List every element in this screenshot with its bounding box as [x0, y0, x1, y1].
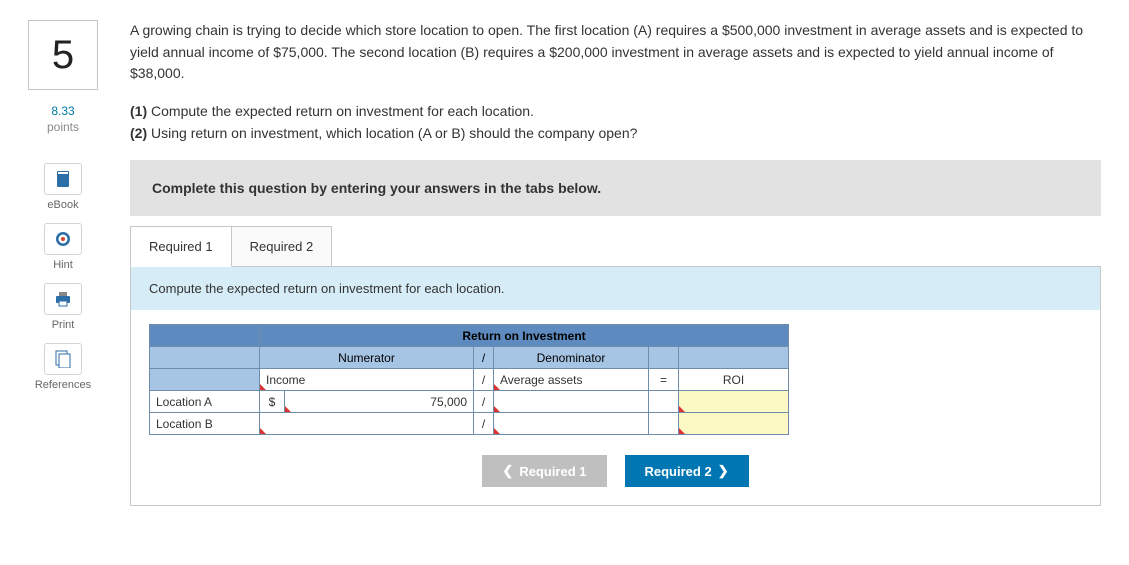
question-parts: (1) Compute the expected return on inves…	[130, 101, 1101, 144]
prev-label: Required 1	[519, 464, 586, 479]
nav-row: ❮ Required 1 Required 2 ❯	[131, 455, 1100, 487]
tab-required-2[interactable]: Required 2	[231, 226, 333, 267]
cell-value-a[interactable]: 75,000	[285, 391, 474, 413]
references-button[interactable]: References	[33, 343, 93, 391]
references-label: References	[33, 379, 93, 391]
next-label: Required 2	[645, 464, 712, 479]
row-loc-a: Location A	[150, 391, 260, 413]
header-title: Return on Investment	[260, 325, 789, 347]
cell-denom-b[interactable]	[494, 413, 649, 435]
hint-label: Hint	[33, 259, 93, 271]
header-slash: /	[474, 347, 494, 369]
print-button[interactable]: Print	[33, 283, 93, 331]
cell-avg-assets[interactable]: Average assets	[494, 369, 649, 391]
part2-text: Using return on investment, which locati…	[147, 125, 637, 141]
header-corner	[150, 325, 260, 347]
cell-roi-a[interactable]	[679, 391, 789, 413]
row-loc-b: Location B	[150, 413, 260, 435]
points-value: 8.33	[18, 104, 108, 120]
cell-slash-1: /	[474, 369, 494, 391]
hint-icon	[44, 223, 82, 255]
print-label: Print	[33, 319, 93, 331]
hint-button[interactable]: Hint	[33, 223, 93, 271]
cell-eq-a	[649, 391, 679, 413]
main-content: A growing chain is trying to decide whic…	[108, 20, 1111, 506]
cell-value-b[interactable]	[260, 413, 474, 435]
ebook-button[interactable]: eBook	[33, 163, 93, 211]
sub-roi-blank	[679, 347, 789, 369]
part1-label: (1)	[130, 103, 147, 119]
part1-text: Compute the expected return on investmen…	[147, 103, 534, 119]
tabs: Required 1 Required 2	[130, 226, 1101, 267]
sub-eq-blank	[649, 347, 679, 369]
ebook-label: eBook	[33, 199, 93, 211]
part2-label: (2)	[130, 125, 147, 141]
question-body: A growing chain is trying to decide whic…	[130, 20, 1101, 85]
cell-equals: =	[649, 369, 679, 391]
question-number-box: 5	[28, 20, 98, 90]
cell-denom-a[interactable]	[494, 391, 649, 413]
cell-roi-b[interactable]	[679, 413, 789, 435]
roi-table: Return on Investment Numerator / Denomin…	[149, 324, 789, 435]
cell-eq-b	[649, 413, 679, 435]
header-denominator: Denominator	[494, 347, 649, 369]
roi-table-wrap: Return on Investment Numerator / Denomin…	[131, 324, 1100, 435]
cell-income[interactable]: Income	[260, 369, 474, 391]
row-formula-blank	[150, 369, 260, 391]
points: 8.33 points	[18, 104, 108, 135]
next-button[interactable]: Required 2 ❯	[625, 455, 749, 487]
tab-instruction: Compute the expected return on investmen…	[131, 267, 1100, 310]
sidebar: 5 8.33 points eBook Hint Print	[18, 20, 108, 506]
cell-slash-b: /	[474, 413, 494, 435]
cell-roi-label: ROI	[679, 369, 789, 391]
cell-slash-a: /	[474, 391, 494, 413]
chevron-right-icon: ❯	[718, 463, 729, 479]
question-number: 5	[52, 33, 74, 78]
instruction-text: Complete this question by entering your …	[152, 180, 601, 196]
ebook-icon	[44, 163, 82, 195]
instruction-banner: Complete this question by entering your …	[130, 160, 1101, 216]
prev-button: ❮ Required 1	[482, 455, 606, 487]
chevron-left-icon: ❮	[502, 463, 513, 479]
header-numerator: Numerator	[260, 347, 474, 369]
cell-currency-a: $	[260, 391, 285, 413]
sub-corner	[150, 347, 260, 369]
tab-required-1[interactable]: Required 1	[130, 226, 232, 267]
print-icon	[44, 283, 82, 315]
tab-content: Compute the expected return on investmen…	[130, 266, 1101, 506]
references-icon	[44, 343, 82, 375]
points-label: points	[18, 120, 108, 136]
